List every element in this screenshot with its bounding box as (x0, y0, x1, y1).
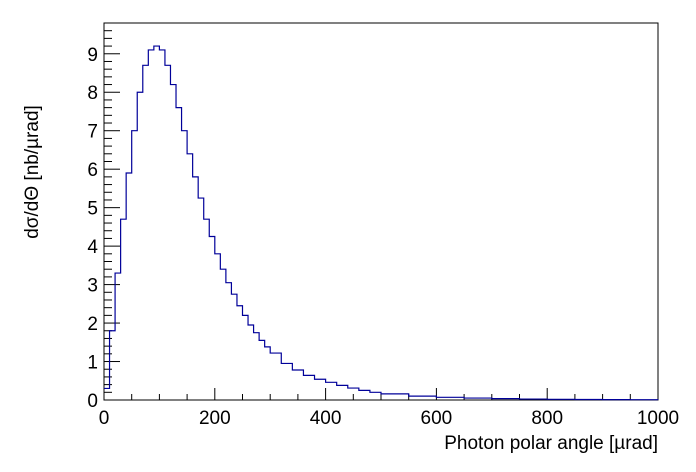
y-tick-label: 3 (87, 276, 98, 297)
x-tick-label: 0 (99, 408, 110, 429)
x-tick-label: 400 (310, 408, 342, 429)
y-axis-tick-labels: 0 1 2 3 4 5 6 7 8 9 (87, 45, 98, 412)
y-axis-title: dσ/dΘ [nb/µrad] (22, 105, 43, 239)
x-tick-label: 200 (199, 408, 231, 429)
y-tick-label: 7 (87, 122, 98, 143)
y-tick-label: 8 (87, 83, 98, 104)
y-tick-label: 4 (87, 237, 98, 258)
y-tick-label: 0 (87, 391, 98, 412)
y-tick-label: 1 (87, 353, 98, 374)
y-tick-label: 5 (87, 199, 98, 220)
x-axis-tick-labels: 0 200 400 600 800 1000 (99, 408, 679, 429)
y-tick-label: 6 (87, 160, 98, 181)
y-tick-label: 9 (87, 45, 98, 66)
x-tick-label: 1000 (637, 408, 679, 429)
x-axis-title: Photon polar angle [µrad] (444, 433, 658, 454)
y-axis-ticks (104, 22, 120, 401)
y-tick-label: 2 (87, 314, 98, 335)
x-tick-label: 800 (531, 408, 563, 429)
x-tick-label: 600 (421, 408, 453, 429)
plot-frame (103, 22, 659, 401)
series-line (104, 45, 659, 401)
